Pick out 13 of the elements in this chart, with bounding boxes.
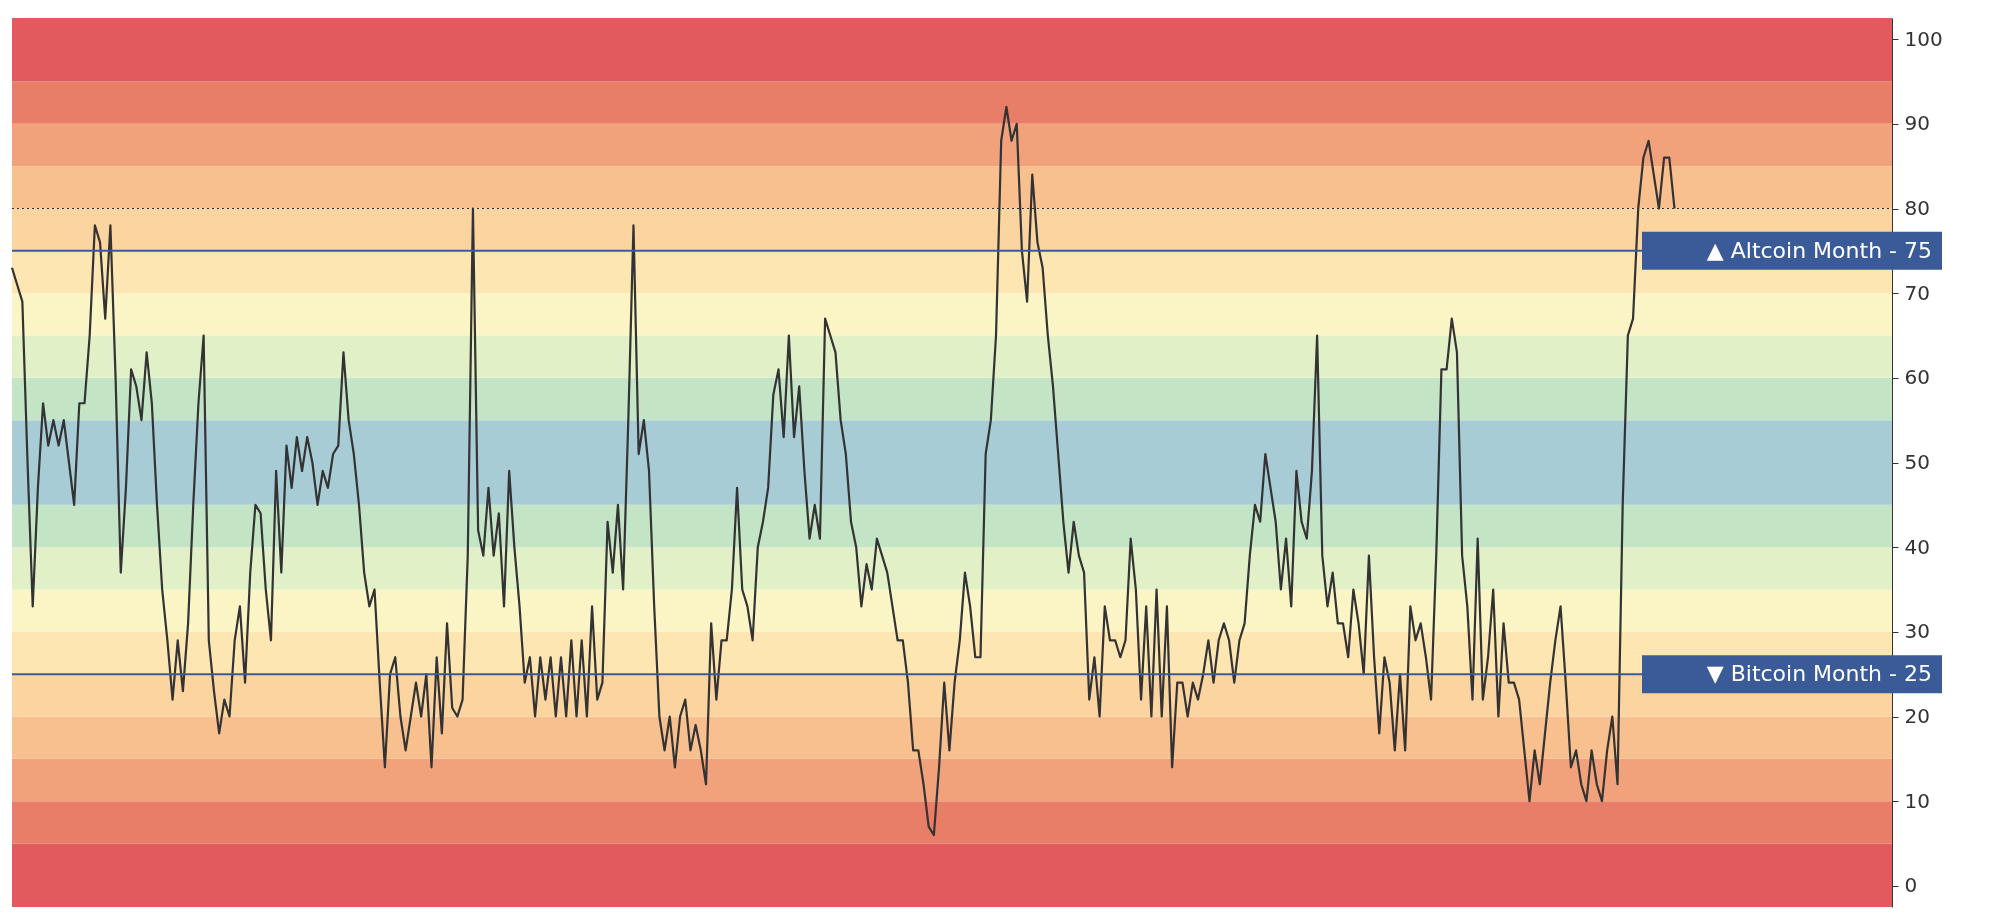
y-tick-label: 100 (1904, 26, 1943, 51)
y-tick-label: 90 (1904, 111, 1930, 136)
y-tick-label: 50 (1904, 450, 1930, 474)
y-tick-label: 80 (1904, 196, 1930, 220)
ref-line-label: ▼ Bitcoin Month - 25 (1706, 661, 1932, 687)
y-tick-label: 30 (1904, 619, 1930, 644)
ref-line-label: ▲ Altcoin Month - 75 (1706, 237, 1932, 263)
y-tick-label: 60 (1904, 365, 1930, 390)
y-tick-label: 20 (1904, 704, 1930, 728)
y-tick-label: 10 (1904, 788, 1930, 813)
y-tick-label: 40 (1904, 534, 1930, 559)
y-tick-label: 0 (1904, 873, 1918, 898)
y-tick-label: 70 (1904, 280, 1930, 305)
